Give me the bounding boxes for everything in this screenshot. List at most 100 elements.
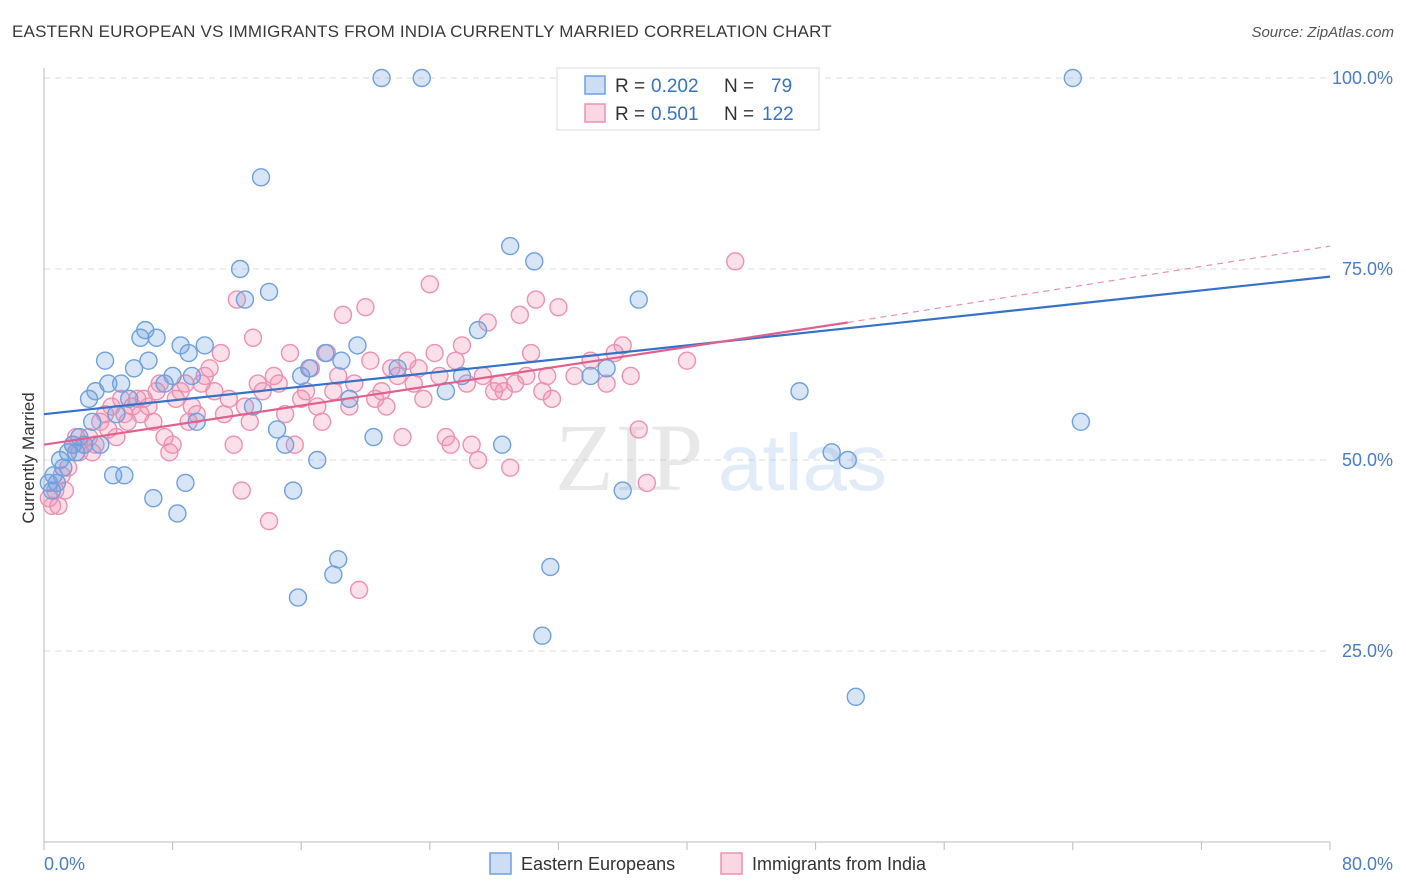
point-eastern-european <box>235 290 255 309</box>
point-eastern-european <box>822 443 841 462</box>
point-immigrant-india <box>377 397 396 416</box>
y-tick-labels: 25.0% 50.0% 75.0% 100.0% <box>1332 68 1393 661</box>
point-immigrant-india <box>163 435 182 454</box>
point-immigrant-india <box>243 328 263 347</box>
point-immigrant-india <box>420 275 439 294</box>
point-eastern-european <box>324 565 343 584</box>
point-eastern-european <box>332 351 351 370</box>
bottom-legend-swatch-blue <box>489 852 512 875</box>
point-eastern-european <box>147 328 166 347</box>
point-eastern-european <box>541 557 560 577</box>
point-immigrant-india <box>285 435 304 454</box>
point-immigrant-india <box>187 404 206 424</box>
point-eastern-european <box>613 481 632 500</box>
watermark: ZIP atlas <box>555 404 887 511</box>
legend-n-label-pink: N = <box>724 104 754 125</box>
legend-n-value-blue: 79 <box>771 76 792 97</box>
x-tick-label-min: 0.0% <box>44 854 85 874</box>
point-immigrant-india <box>139 397 158 416</box>
source-label: Source: ZipAtlas.com <box>1251 24 1394 41</box>
y-tick-label: 100.0% <box>1332 68 1393 88</box>
point-eastern-european <box>54 458 73 477</box>
point-eastern-european <box>179 343 198 363</box>
point-immigrant-india <box>478 313 497 332</box>
point-immigrant-india <box>597 374 616 393</box>
point-eastern-european <box>91 435 110 454</box>
legend-r-value-blue: 0.202 <box>651 76 699 97</box>
point-immigrant-india <box>372 382 391 401</box>
point-immigrant-india <box>542 389 562 409</box>
bottom-legend-label-pink: Immigrants from India <box>752 854 927 874</box>
legend-r-label-blue: R = <box>615 76 645 97</box>
point-immigrant-india <box>224 435 243 454</box>
bottom-legend-swatch-pink <box>720 852 743 875</box>
point-eastern-european <box>139 351 158 370</box>
point-immigrant-india <box>414 389 433 409</box>
axes <box>43 68 1331 850</box>
point-eastern-european <box>124 359 144 378</box>
point-eastern-european <box>163 366 182 386</box>
trend-line-immigrants-india <box>43 321 848 446</box>
point-immigrant-india <box>214 404 234 424</box>
point-immigrant-india <box>328 366 348 386</box>
point-immigrant-india <box>500 458 520 477</box>
point-eastern-european <box>288 588 308 607</box>
chart-title: EASTERN EUROPEAN VS IMMIGRANTS FROM INDI… <box>12 22 832 41</box>
trend-extension-immigrants-india <box>847 245 1331 324</box>
point-eastern-european <box>629 290 648 309</box>
point-eastern-european <box>251 168 271 187</box>
point-eastern-european <box>144 489 163 508</box>
point-eastern-european <box>790 382 809 401</box>
point-eastern-european <box>74 435 94 454</box>
point-eastern-european <box>95 351 115 370</box>
legend-r-value-pink: 0.501 <box>651 104 699 125</box>
point-eastern-european <box>328 550 348 569</box>
watermark-atlas: atlas <box>718 418 887 507</box>
bottom-legend-label-blue: Eastern Europeans <box>521 854 675 874</box>
point-immigrant-india <box>726 252 745 271</box>
point-eastern-european <box>525 252 544 271</box>
point-immigrant-india <box>629 420 648 439</box>
point-eastern-european <box>597 359 616 378</box>
legend-swatch-blue <box>584 75 606 95</box>
point-eastern-european <box>348 336 367 355</box>
point-eastern-european <box>47 473 67 493</box>
point-eastern-european <box>195 336 214 355</box>
point-immigrant-india <box>308 397 327 416</box>
point-eastern-european <box>267 420 287 439</box>
point-eastern-european <box>364 427 383 447</box>
point-immigrant-india <box>441 435 460 454</box>
point-eastern-european <box>275 435 295 454</box>
point-eastern-european <box>846 687 865 707</box>
point-eastern-european <box>300 359 319 378</box>
point-eastern-european <box>176 473 195 493</box>
point-eastern-european <box>115 466 134 485</box>
point-immigrant-india <box>259 511 279 531</box>
series-immigrants-from-india <box>39 252 745 600</box>
y-tick-label: 50.0% <box>1342 450 1393 470</box>
point-immigrant-india <box>107 427 126 447</box>
point-eastern-european <box>111 374 131 393</box>
legend-n-label-blue: N = <box>724 76 754 97</box>
grid-lines <box>44 77 1330 652</box>
point-immigrant-india <box>240 412 259 431</box>
point-immigrant-india <box>232 481 251 500</box>
point-immigrant-india <box>275 404 295 424</box>
point-immigrant-india <box>312 412 332 431</box>
point-immigrant-india <box>446 351 465 370</box>
point-immigrant-india <box>468 450 488 470</box>
point-eastern-european <box>83 412 102 431</box>
point-eastern-european <box>468 320 488 340</box>
point-immigrant-india <box>324 382 343 401</box>
point-immigrant-india <box>356 298 375 317</box>
x-tick-labels: 0.0% 80.0% <box>44 854 1393 874</box>
point-immigrant-india <box>452 336 472 355</box>
point-immigrant-india <box>361 351 380 370</box>
point-immigrant-india <box>430 366 449 386</box>
trend-line-eastern-europeans <box>43 275 1331 416</box>
legend: R = 0.202 N = 79 R = 0.501 N = 122 <box>556 67 820 131</box>
legend-r-label-pink: R = <box>615 104 645 125</box>
point-immigrant-india <box>393 427 412 447</box>
point-eastern-european <box>838 450 857 470</box>
point-eastern-european <box>182 366 202 386</box>
